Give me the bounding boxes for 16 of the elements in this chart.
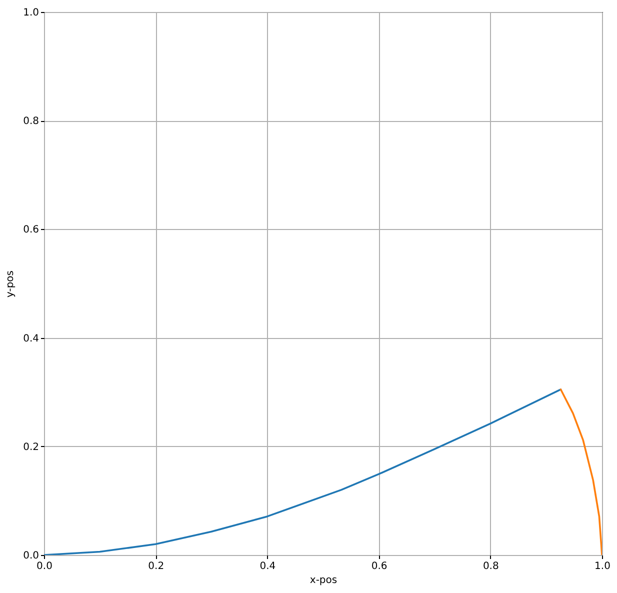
- x-tick-label: 0.0: [36, 561, 52, 572]
- y-tick-label: 0.8: [23, 116, 39, 128]
- y-tick-label: 0.6: [23, 224, 39, 236]
- x-tick-label: 0.4: [260, 561, 276, 572]
- y-tick-label: 0.4: [23, 333, 39, 344]
- x-tick-label: 0.2: [148, 561, 164, 572]
- line-series: [44, 388, 562, 555]
- x-tick-label: 1.0: [594, 561, 610, 572]
- line-series: [560, 388, 602, 555]
- y-tick-label: 0.0: [23, 550, 39, 562]
- x-tick-label: 0.6: [371, 561, 388, 572]
- y-tick-label: 0.2: [23, 442, 39, 453]
- x-axis-title: x-pos: [310, 575, 338, 586]
- x-tick-label: 0.8: [482, 561, 499, 572]
- y-axis-title: y-pos: [5, 270, 16, 298]
- y-tick-label: 1.0: [23, 8, 39, 18]
